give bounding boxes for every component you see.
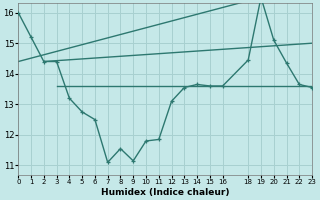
X-axis label: Humidex (Indice chaleur): Humidex (Indice chaleur) — [101, 188, 229, 197]
